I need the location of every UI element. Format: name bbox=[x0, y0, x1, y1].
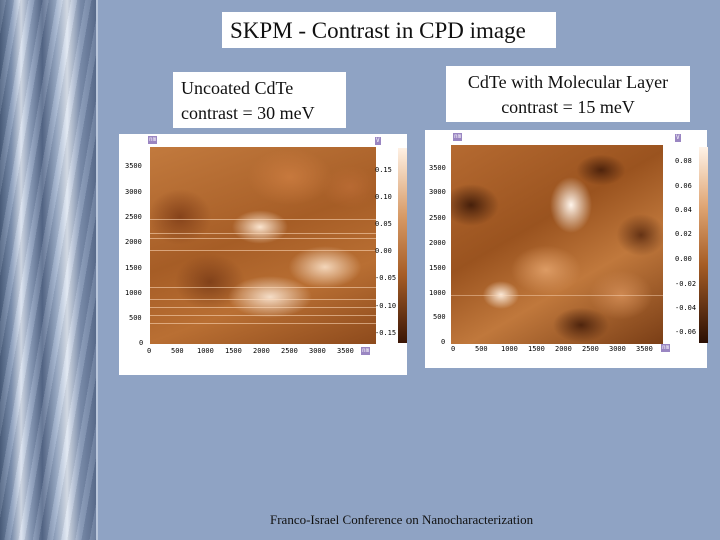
right-caption-line2: contrast = 15 meV bbox=[501, 97, 635, 117]
right-unit-tag: nm bbox=[453, 133, 463, 141]
right-x-tick: 1500 bbox=[528, 345, 545, 353]
right-scale-tick: -0.02 bbox=[675, 280, 697, 288]
left-y-tick: 500 bbox=[129, 314, 142, 322]
right-color-scale-bar bbox=[699, 147, 708, 343]
right-y-tick: 3500 bbox=[429, 164, 446, 172]
right-y-tick: 2000 bbox=[429, 239, 446, 247]
left-x-tick: 0 bbox=[147, 347, 152, 355]
right-caption: CdTe with Molecular Layer contrast = 15 … bbox=[446, 66, 690, 122]
left-caption-line1: Uncoated CdTe bbox=[181, 78, 294, 98]
left-cpd-image bbox=[150, 147, 376, 344]
slide-footer: Franco-Israel Conference on Nanocharacte… bbox=[270, 512, 534, 527]
right-y-tick: 500 bbox=[433, 313, 446, 321]
left-x-tick: 2000 bbox=[253, 347, 270, 355]
right-x-tick: 1000 bbox=[501, 345, 518, 353]
right-x-tick: 500 bbox=[475, 345, 488, 353]
left-x-unit: nm bbox=[361, 347, 371, 355]
left-x-tick: 500 bbox=[171, 347, 184, 355]
right-x-tick: 2500 bbox=[582, 345, 599, 353]
right-y-tick: 2500 bbox=[429, 214, 446, 222]
left-scale-tick: -0.05 bbox=[375, 274, 397, 282]
right-scale-tick: 0.00 bbox=[675, 255, 692, 263]
right-x-tick: 3500 bbox=[636, 345, 653, 353]
left-unit-tag: nm bbox=[148, 136, 158, 144]
right-y-tick: 0 bbox=[441, 338, 446, 346]
left-skpm-panel: nm 3500 3000 2500 2000 1500 1000 500 0 0… bbox=[119, 134, 407, 375]
left-scale-tick: -0.15 bbox=[375, 329, 397, 337]
right-scale-tick: 0.04 bbox=[675, 206, 692, 214]
left-x-tick: 1000 bbox=[197, 347, 214, 355]
left-y-tick: 1500 bbox=[125, 264, 142, 272]
left-y-tick: 2500 bbox=[125, 213, 142, 221]
right-scale-tick: 0.02 bbox=[675, 230, 692, 238]
left-y-tick: 1000 bbox=[125, 289, 142, 297]
right-scale-tick: -0.04 bbox=[675, 304, 697, 312]
left-y-tick: 2000 bbox=[125, 238, 142, 246]
left-caption-line2: contrast = 30 meV bbox=[181, 103, 315, 123]
right-cpd-image bbox=[451, 145, 663, 344]
right-scale-tick: 0.08 bbox=[675, 157, 692, 165]
left-y-tick: 3000 bbox=[125, 188, 142, 196]
right-caption-line1: CdTe with Molecular Layer bbox=[467, 72, 669, 92]
right-scale-tick: 0.06 bbox=[675, 182, 692, 190]
right-scale-tick: -0.06 bbox=[675, 328, 697, 336]
left-scale-unit: V bbox=[375, 137, 381, 145]
left-x-tick: 2500 bbox=[281, 347, 298, 355]
right-x-unit: nm bbox=[661, 344, 671, 352]
slide-title: SKPM - Contrast in CPD image bbox=[222, 12, 556, 48]
right-x-tick: 2000 bbox=[555, 345, 572, 353]
decorative-side-band-texture bbox=[0, 0, 96, 540]
right-x-tick: 0 bbox=[451, 345, 456, 353]
left-scale-tick: 0.10 bbox=[375, 193, 392, 201]
decorative-side-band bbox=[0, 0, 96, 540]
left-x-tick: 1500 bbox=[225, 347, 242, 355]
left-x-tick: 3500 bbox=[337, 347, 354, 355]
right-y-tick: 1000 bbox=[429, 289, 446, 297]
right-x-tick: 3000 bbox=[609, 345, 626, 353]
left-x-tick: 3000 bbox=[309, 347, 326, 355]
left-scale-tick: -0.10 bbox=[375, 302, 397, 310]
left-y-tick: 3500 bbox=[125, 162, 142, 170]
left-scale-tick: 0.05 bbox=[375, 220, 392, 228]
decorative-band-edge bbox=[96, 0, 98, 540]
right-scale-unit: V bbox=[675, 134, 681, 142]
right-y-tick: 1500 bbox=[429, 264, 446, 272]
left-caption: Uncoated CdTe contrast = 30 meV bbox=[173, 72, 346, 128]
right-y-tick: 3000 bbox=[429, 188, 446, 196]
left-color-scale-bar bbox=[398, 148, 407, 343]
left-scale-tick: 0.00 bbox=[375, 247, 392, 255]
left-y-tick: 0 bbox=[139, 339, 144, 347]
right-skpm-panel: nm 3500 3000 2500 2000 1500 1000 500 0 0… bbox=[425, 130, 708, 368]
left-scale-tick: 0.15 bbox=[375, 166, 392, 174]
